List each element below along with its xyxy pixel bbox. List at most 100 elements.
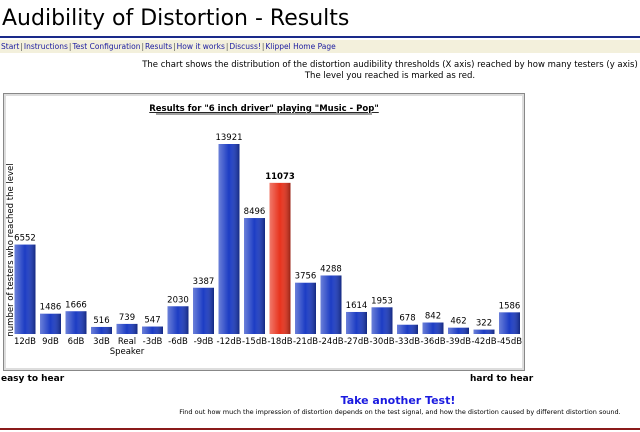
x-tick-label: 12dB xyxy=(13,337,37,347)
bar-group xyxy=(320,275,342,334)
x-tick-label: -18dB xyxy=(267,337,293,347)
nav-separator: | xyxy=(261,42,265,51)
nav-link[interactable]: Test Configuration xyxy=(72,42,141,51)
nav-separator: | xyxy=(173,42,176,51)
value-label: 3387 xyxy=(193,277,215,287)
x-label-box: -24dB xyxy=(318,337,343,347)
value-label: 739 xyxy=(119,313,135,323)
x-tick-label: -39dB xyxy=(445,337,472,347)
value-label: 4288 xyxy=(320,264,342,274)
bar-shade xyxy=(473,329,495,334)
take-another-test-link[interactable]: Take another Test! xyxy=(340,394,456,407)
bar-shade xyxy=(320,275,342,334)
x-tick-label: -27dB xyxy=(343,337,370,347)
value-label: 322 xyxy=(476,319,492,329)
x-tick-label: -33dB xyxy=(394,337,421,347)
bar-shade xyxy=(244,218,265,334)
bar-group xyxy=(473,329,495,334)
x-label-box: Real Speaker xyxy=(109,337,145,357)
value-label: 462 xyxy=(450,317,466,327)
x-label-box: -12dB xyxy=(216,337,241,347)
bar-group xyxy=(142,326,163,334)
bar-shade xyxy=(269,182,291,334)
bar-group xyxy=(116,323,138,334)
value-label: 11073 xyxy=(265,172,295,182)
x-tick-label: -6dB xyxy=(168,337,188,347)
bar-shade xyxy=(65,311,87,334)
bar-shade xyxy=(295,282,316,334)
footer-text: Find out how much the impression of dist… xyxy=(179,408,621,416)
x-tick-label: 3dB xyxy=(93,337,110,347)
x-label-box: -33dB xyxy=(394,337,421,347)
value-label: 13921 xyxy=(215,133,242,143)
description: The chart shows the distribution of the … xyxy=(142,60,638,70)
x-label-box: 12dB xyxy=(13,337,37,347)
bar-shade xyxy=(346,311,367,334)
chart-box: Results for "6 inch driver" playing "Mus… xyxy=(3,93,525,371)
nav-link[interactable]: Results xyxy=(145,42,173,51)
bar-shade xyxy=(142,326,163,334)
bar-shade xyxy=(91,326,112,334)
x-left-label: easy to hear xyxy=(1,374,65,384)
bar-group xyxy=(448,327,469,334)
value-label: 6552 xyxy=(14,234,36,244)
bar-group xyxy=(269,182,291,334)
value-label: 516 xyxy=(93,316,109,326)
x-right-label: hard to hear xyxy=(470,374,534,384)
value-label: 3756 xyxy=(295,272,317,282)
nav-link[interactable]: Instructions xyxy=(23,42,68,51)
bottom-rule xyxy=(0,428,640,430)
bar-shade xyxy=(499,312,520,334)
x-label-box: -45dB xyxy=(496,337,523,347)
bar-group xyxy=(167,306,189,334)
value-label: 8496 xyxy=(244,207,266,217)
x-tick-label: 6dB xyxy=(67,337,85,347)
bar-group xyxy=(346,311,367,334)
x-label-box: -9dB xyxy=(194,337,214,347)
chart: Results for "6 inch driver" playing "Mus… xyxy=(6,104,523,357)
nav-link[interactable]: Start xyxy=(1,42,20,51)
bar-shade xyxy=(116,323,138,334)
bar-shade xyxy=(448,327,469,334)
bar-group xyxy=(397,324,418,334)
bar-group xyxy=(14,244,36,334)
bar-shade xyxy=(167,306,189,334)
bar-shade xyxy=(397,324,418,334)
x-tick-label: -15dB xyxy=(241,337,268,347)
nav-link[interactable]: Klippel Home Page xyxy=(265,42,336,51)
x-label-box: -39dB xyxy=(445,337,472,347)
y-axis-label: number of testers who reached the level xyxy=(6,163,16,336)
x-label-box: 3dB xyxy=(93,337,110,347)
title-rule xyxy=(0,36,640,38)
value-label: 678 xyxy=(399,314,415,324)
x-label-box: -6dB xyxy=(168,337,188,347)
bar-group xyxy=(499,312,520,334)
bar-group xyxy=(91,326,112,334)
x-tick-label: -42dB xyxy=(471,337,497,347)
nav-link[interactable]: Discuss! xyxy=(229,42,261,51)
bar-group xyxy=(40,313,61,334)
bar-group xyxy=(295,282,316,334)
x-tick-label: Real Speaker xyxy=(109,337,145,357)
x-tick-label: 9dB xyxy=(42,337,59,347)
x-label-box: 9dB xyxy=(42,337,59,347)
nav-separator: | xyxy=(20,42,23,51)
bar-group xyxy=(244,218,265,334)
nav-link[interactable]: How it works xyxy=(176,42,225,51)
x-tick-label: -45dB xyxy=(496,337,523,347)
value-label: 1486 xyxy=(40,303,62,313)
page-title: Audibility of Distortion - Results xyxy=(2,6,350,31)
bar-shade xyxy=(14,244,36,334)
value-label: 842 xyxy=(425,312,441,322)
description: The level you reached is marked as red. xyxy=(304,71,476,81)
bar-shade xyxy=(218,144,240,334)
value-label: 547 xyxy=(144,316,160,326)
chart-title: Results for "6 inch driver" playing "Mus… xyxy=(149,104,379,114)
x-label-box: -42dB xyxy=(471,337,497,347)
x-label-box: -18dB xyxy=(267,337,293,347)
x-label-box: -3dB xyxy=(142,337,163,347)
bar-group xyxy=(422,322,444,334)
x-tick-label: -3dB xyxy=(142,337,163,347)
bar-group xyxy=(65,311,87,334)
